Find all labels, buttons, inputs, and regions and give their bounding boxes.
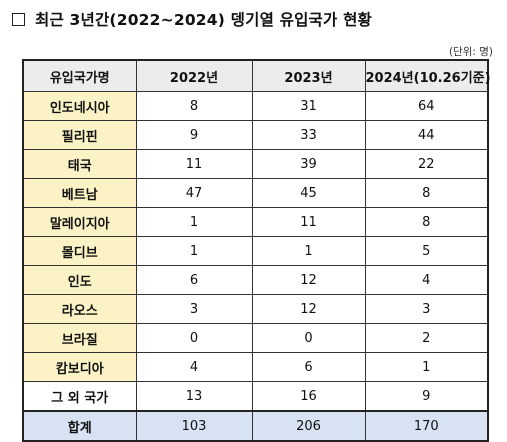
value-2024: 22 — [364, 149, 489, 179]
value-2024: 4 — [364, 265, 489, 295]
value-2023: 16 — [251, 381, 366, 412]
value-2023: 11 — [251, 207, 366, 237]
table-row: 몰디브 1 1 5 — [22, 236, 489, 266]
value-2022: 47 — [135, 178, 253, 208]
header-2022: 2022년 — [135, 59, 253, 92]
value-2023: 39 — [251, 149, 366, 179]
value-2022: 4 — [135, 352, 253, 382]
value-2024: 9 — [364, 381, 489, 412]
square-bullet-icon — [12, 12, 25, 26]
value-2022: 11 — [135, 149, 253, 179]
table-row: 캄보디아 4 6 1 — [22, 352, 489, 382]
value-2022: 6 — [135, 265, 253, 295]
page-title-row: 최근 3년간(2022~2024) 뎅기열 유입국가 현황 — [10, 6, 372, 32]
value-2024: 3 — [364, 294, 489, 324]
header-2023: 2023년 — [251, 59, 366, 92]
value-2024: 8 — [364, 178, 489, 208]
value-2022: 3 — [135, 294, 253, 324]
value-2022: 13 — [135, 381, 253, 412]
value-2022: 0 — [135, 323, 253, 353]
value-2024: 2 — [364, 323, 489, 353]
country-cell: 몰디브 — [22, 236, 137, 266]
table-row-other-countries: 그 외 국가 13 16 9 — [22, 381, 489, 412]
total-2022: 103 — [135, 410, 253, 442]
table-row: 브라질 0 0 2 — [22, 323, 489, 353]
dengue-import-table: 유입국가명 2022년 2023년 2024년(10.26기준) 인도네시아 8… — [22, 59, 491, 442]
country-cell: 베트남 — [22, 178, 137, 208]
value-2023: 33 — [251, 120, 366, 150]
country-cell: 그 외 국가 — [22, 381, 137, 412]
value-2024: 1 — [364, 352, 489, 382]
table-row: 인도네시아 8 31 64 — [22, 91, 489, 121]
country-cell: 말레이지아 — [22, 207, 137, 237]
total-2023: 206 — [251, 410, 366, 442]
country-cell: 브라질 — [22, 323, 137, 353]
value-2022: 8 — [135, 91, 253, 121]
table-row: 말레이지아 1 11 8 — [22, 207, 489, 237]
value-2023: 6 — [251, 352, 366, 382]
country-cell: 캄보디아 — [22, 352, 137, 382]
value-2022: 1 — [135, 236, 253, 266]
value-2024: 8 — [364, 207, 489, 237]
value-2022: 9 — [135, 120, 253, 150]
country-cell: 태국 — [22, 149, 137, 179]
total-label: 합계 — [22, 410, 137, 442]
value-2023: 0 — [251, 323, 366, 353]
value-2024: 44 — [364, 120, 489, 150]
value-2023: 1 — [251, 236, 366, 266]
page-title: 최근 3년간(2022~2024) 뎅기열 유입국가 현황 — [35, 11, 372, 29]
table-row: 라오스 3 12 3 — [22, 294, 489, 324]
country-cell: 필리핀 — [22, 120, 137, 150]
table-header-row: 유입국가명 2022년 2023년 2024년(10.26기준) — [22, 59, 491, 92]
table-row: 태국 11 39 22 — [22, 149, 489, 179]
value-2024: 5 — [364, 236, 489, 266]
value-2023: 12 — [251, 265, 366, 295]
value-2023: 31 — [251, 91, 366, 121]
country-cell: 인도 — [22, 265, 137, 295]
country-cell: 라오스 — [22, 294, 137, 324]
total-2024: 170 — [364, 410, 489, 442]
unit-note: (단위: 명) — [448, 46, 493, 58]
country-cell: 인도네시아 — [22, 91, 137, 121]
table-row: 필리핀 9 33 44 — [22, 120, 489, 150]
table-row: 베트남 47 45 8 — [22, 178, 489, 208]
table-row: 인도 6 12 4 — [22, 265, 489, 295]
header-country: 유입국가명 — [22, 59, 137, 92]
header-2024: 2024년(10.26기준) — [364, 59, 491, 92]
value-2023: 45 — [251, 178, 366, 208]
value-2022: 1 — [135, 207, 253, 237]
value-2024: 64 — [364, 91, 489, 121]
value-2023: 12 — [251, 294, 366, 324]
table-total-row: 합계 103 206 170 — [22, 410, 489, 442]
